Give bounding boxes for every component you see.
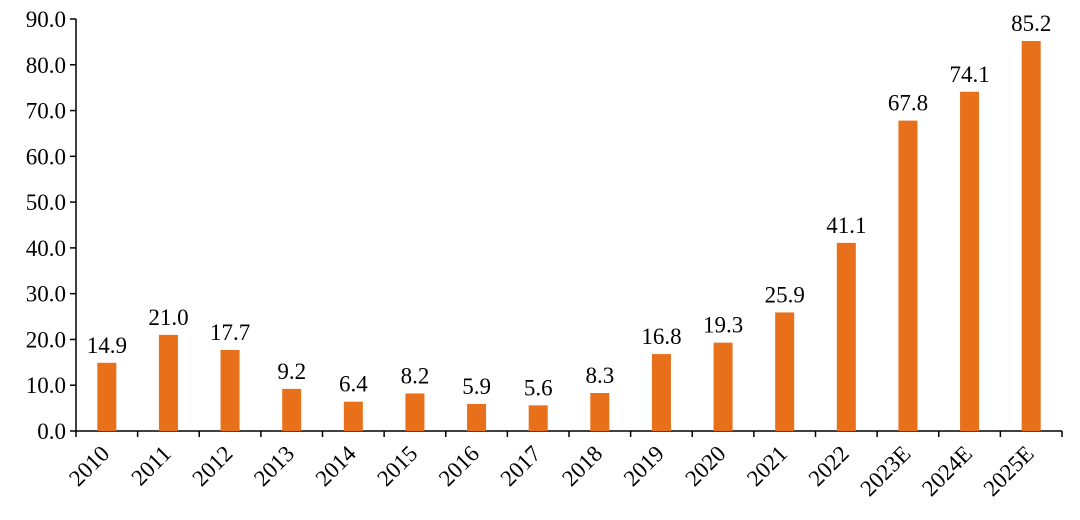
bars xyxy=(97,40,1041,432)
bar-2010 xyxy=(97,362,117,431)
y-axis: 0.0 10.0 20.0 30.0 40.0 50.0 60.0 70.0 80.0 90.0 xyxy=(26,7,77,444)
x-tick-label-2022: 2022 xyxy=(804,441,854,491)
data-label-2017: 5.6 xyxy=(524,375,553,400)
bar-2018 xyxy=(590,393,610,431)
x-tick-label-2023E: 2023E xyxy=(855,441,915,501)
x-tick-label-2014: 2014 xyxy=(311,441,362,492)
x-axis: 2010 2011 2012 2013 2014 2015 2016 2017 2018 2019… xyxy=(64,430,1063,501)
bar-2022 xyxy=(836,242,856,431)
x-tick-label-2021: 2021 xyxy=(742,441,792,491)
data-label-2019: 16.8 xyxy=(641,324,681,349)
x-tick-label-2020: 2020 xyxy=(680,441,730,491)
y-tick-label: 80.0 xyxy=(26,53,66,78)
x-tick-label-2011: 2011 xyxy=(126,441,176,491)
bar-2020 xyxy=(713,342,733,431)
data-label-2011: 21.0 xyxy=(148,305,188,330)
bar-2019 xyxy=(651,354,671,431)
data-label-2025E: 85.2 xyxy=(1011,11,1051,36)
x-tick-label-2010: 2010 xyxy=(64,441,114,491)
data-label-2022: 41.1 xyxy=(826,213,866,238)
y-tick-label: 10.0 xyxy=(26,373,66,398)
x-tick-label-2012: 2012 xyxy=(187,441,237,491)
data-label-2021: 25.9 xyxy=(765,282,805,307)
data-label-2012: 17.7 xyxy=(210,320,250,345)
data-labels: 14.9 21.0 17.7 9.2 6.4 8.2 5.9 5.6 8.3 16.8 19.3 25… xyxy=(87,11,1052,400)
y-tick-label: 70.0 xyxy=(26,99,66,124)
bar-2014 xyxy=(343,401,363,431)
y-tick-label: 40.0 xyxy=(26,236,66,261)
data-label-2024E: 74.1 xyxy=(949,62,989,87)
data-label-2015: 8.2 xyxy=(401,363,430,388)
x-tick-label-2025E: 2025E xyxy=(979,441,1039,501)
x-tick-label-2013: 2013 xyxy=(249,441,299,491)
data-label-2013: 9.2 xyxy=(277,359,306,384)
data-label-2018: 8.3 xyxy=(585,363,614,388)
data-label-2010: 14.9 xyxy=(87,333,127,358)
x-tick-label-2016: 2016 xyxy=(434,441,484,491)
bar-2017 xyxy=(528,405,548,431)
y-tick-label: 30.0 xyxy=(26,282,66,307)
data-label-2020: 19.3 xyxy=(703,313,743,338)
bar-2021 xyxy=(775,312,795,431)
y-tick-label: 50.0 xyxy=(26,190,66,215)
y-tick-label: 60.0 xyxy=(26,144,66,169)
x-tick-label-2019: 2019 xyxy=(619,441,669,491)
x-tick-label-2018: 2018 xyxy=(557,441,607,491)
bar-2015 xyxy=(405,393,425,431)
y-tick-label: 90.0 xyxy=(26,7,66,32)
data-label-2016: 5.9 xyxy=(462,374,491,399)
data-label-2023E: 67.8 xyxy=(888,91,928,116)
bar-2013 xyxy=(282,388,302,431)
x-tick-label-2015: 2015 xyxy=(372,441,422,491)
data-label-2014: 6.4 xyxy=(339,372,368,397)
bar-2025E xyxy=(1021,40,1041,432)
bar-2024E xyxy=(960,91,980,431)
x-tick-label-2024E: 2024E xyxy=(917,441,977,501)
bar-2016 xyxy=(467,403,487,431)
bar-2011 xyxy=(158,334,178,431)
y-tick-label: 0.0 xyxy=(37,419,66,444)
x-tick-label-2017: 2017 xyxy=(496,441,546,491)
bar-2023E xyxy=(898,120,918,432)
y-tick-label: 20.0 xyxy=(26,327,66,352)
bar-2012 xyxy=(220,349,240,431)
